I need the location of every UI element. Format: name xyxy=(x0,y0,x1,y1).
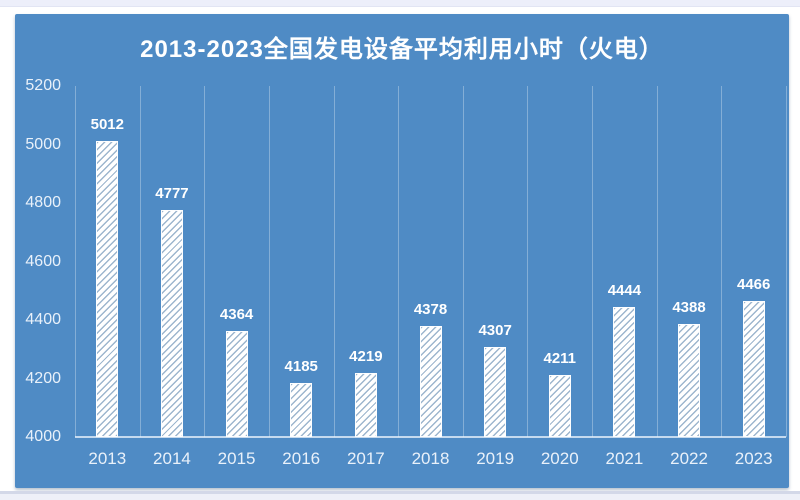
bar-2013 xyxy=(96,141,119,437)
x-axis-label: 2020 xyxy=(540,449,579,468)
gridline xyxy=(721,86,723,437)
x-axis-label: 2014 xyxy=(153,449,191,468)
bar-2023 xyxy=(742,300,765,437)
x-axis-label: 2019 xyxy=(476,449,515,468)
bar-value-label: 4307 xyxy=(478,322,512,340)
y-axis-tick-label: 4800 xyxy=(25,194,61,211)
y-axis-line xyxy=(75,86,76,437)
y-axis-tick-label: 4600 xyxy=(25,252,61,270)
bar-2018 xyxy=(419,326,442,437)
bar-2021 xyxy=(613,307,636,437)
bar-2022 xyxy=(678,323,701,437)
y-axis-tick-label: 4200 xyxy=(25,369,61,387)
bar-value-label: 4219 xyxy=(349,347,383,365)
bar-value-label: 4777 xyxy=(155,184,189,202)
y-axis-tick-label: 5200 xyxy=(25,77,61,94)
x-axis-label: 2015 xyxy=(217,449,256,468)
bar-value-label: 5012 xyxy=(90,115,124,133)
x-axis-label: 2017 xyxy=(346,449,385,468)
bar-value-label: 4444 xyxy=(607,282,642,300)
bar-2019 xyxy=(484,347,507,437)
bar-value-label: 4388 xyxy=(672,298,706,316)
x-axis-label: 2022 xyxy=(670,449,708,468)
x-axis-line xyxy=(75,436,786,438)
y-axis-tick-label: 4400 xyxy=(25,311,61,328)
chart-title: 2013-2023全国发电设备平均利用小时（火电） xyxy=(140,36,664,63)
x-axis-label: 2021 xyxy=(605,449,644,468)
gridline xyxy=(462,86,464,437)
x-axis-label: 2023 xyxy=(734,449,773,468)
bar-2015 xyxy=(225,330,248,437)
gridline xyxy=(139,86,141,437)
bar-value-label: 4364 xyxy=(219,305,254,323)
gridline xyxy=(333,86,335,437)
bar-2017 xyxy=(354,372,377,437)
bar-2014 xyxy=(160,209,183,437)
bar-value-label: 4378 xyxy=(413,301,448,319)
x-axis-label: 2013 xyxy=(88,449,127,468)
gridline xyxy=(204,86,206,437)
page-top-edge xyxy=(0,0,800,7)
bar-value-label: 4211 xyxy=(543,350,577,368)
page-bottom-edge xyxy=(0,491,800,494)
bar-value-label: 4185 xyxy=(284,357,318,375)
gridline xyxy=(398,86,400,437)
x-axis-label: 2016 xyxy=(282,449,321,468)
bar-2016 xyxy=(290,382,313,437)
gridline xyxy=(786,86,787,437)
y-axis-tick-label: 4000 xyxy=(25,428,61,445)
gridline xyxy=(527,86,529,437)
gridline xyxy=(268,86,270,437)
bar-value-label: 4466 xyxy=(736,275,771,293)
plot-area: 4000 4200 4400 4600 4800 5000 5200 5012 2013 4777… xyxy=(25,77,787,468)
bar-2020 xyxy=(548,375,571,437)
y-axis-tick-label: 5000 xyxy=(25,135,61,153)
gridline xyxy=(592,86,594,437)
chart-panel: 2013-2023全国发电设备平均利用小时（火电） 4000 4200 4400 46… xyxy=(15,14,789,488)
page-bottom-background xyxy=(0,494,800,500)
gridline xyxy=(656,86,658,437)
x-axis-label: 2018 xyxy=(411,449,450,468)
